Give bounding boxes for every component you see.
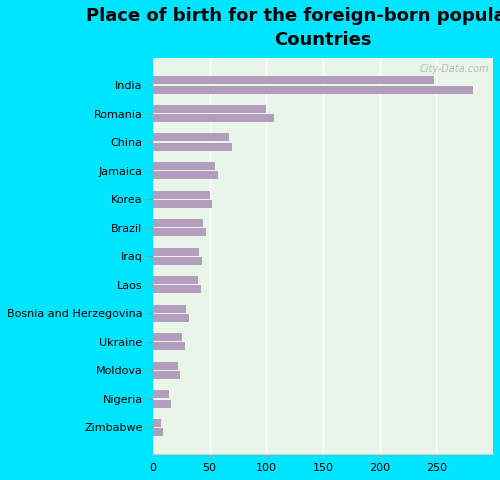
Bar <box>153 105 266 113</box>
Bar <box>153 314 190 322</box>
Title: Place of birth for the foreign-born population -
Countries: Place of birth for the foreign-born popu… <box>86 7 500 48</box>
Bar <box>153 248 200 256</box>
Bar <box>153 362 178 370</box>
Bar <box>153 143 232 151</box>
Bar <box>153 371 180 379</box>
Bar <box>153 191 210 199</box>
Text: City-Data.com: City-Data.com <box>420 64 490 74</box>
Bar <box>153 133 229 142</box>
Bar <box>153 428 163 436</box>
Bar <box>153 257 202 265</box>
Bar <box>153 333 182 341</box>
Bar <box>153 85 472 94</box>
Bar <box>153 219 203 227</box>
Bar <box>153 305 186 313</box>
Bar <box>153 200 212 208</box>
Bar <box>153 276 198 284</box>
Bar <box>153 285 200 293</box>
Bar <box>153 76 434 84</box>
Bar <box>153 342 184 350</box>
Bar <box>153 162 216 170</box>
Bar <box>153 390 169 398</box>
Bar <box>153 419 161 427</box>
Bar <box>153 228 206 236</box>
Bar <box>153 399 171 408</box>
Bar <box>153 114 274 122</box>
Bar <box>153 171 218 179</box>
